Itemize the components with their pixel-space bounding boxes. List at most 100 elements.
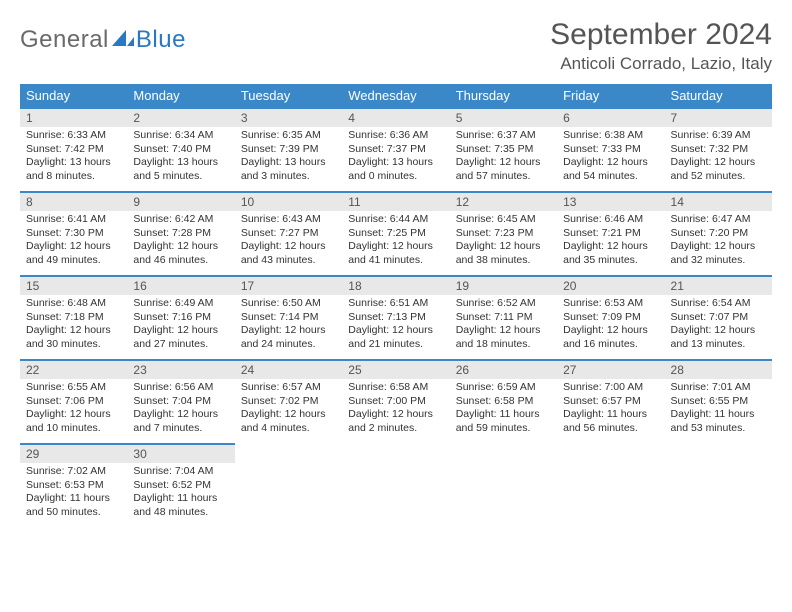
sunrise-line: Sunrise: 6:35 AM <box>241 129 336 143</box>
day-details: Sunrise: 6:55 AMSunset: 7:06 PMDaylight:… <box>20 379 127 440</box>
weekday-header-row: Sunday Monday Tuesday Wednesday Thursday… <box>20 84 772 107</box>
day-number: 23 <box>127 359 234 379</box>
logo-text-blue: Blue <box>136 26 186 54</box>
daylight-line: Daylight: 12 hours and 57 minutes. <box>456 156 551 183</box>
sunset-line: Sunset: 7:13 PM <box>348 311 443 325</box>
sunset-line: Sunset: 7:16 PM <box>133 311 228 325</box>
day-number: 12 <box>450 191 557 211</box>
calendar-day-cell: 12Sunrise: 6:45 AMSunset: 7:23 PMDayligh… <box>450 191 557 275</box>
sunrise-line: Sunrise: 6:52 AM <box>456 297 551 311</box>
day-number: 26 <box>450 359 557 379</box>
weekday-header: Friday <box>557 84 664 107</box>
logo-sail-icon <box>112 28 134 53</box>
sunrise-line: Sunrise: 6:55 AM <box>26 381 121 395</box>
daylight-line: Daylight: 13 hours and 8 minutes. <box>26 156 121 183</box>
calendar-day-cell: 17Sunrise: 6:50 AMSunset: 7:14 PMDayligh… <box>235 275 342 359</box>
sunrise-line: Sunrise: 7:01 AM <box>671 381 766 395</box>
sunset-line: Sunset: 7:04 PM <box>133 395 228 409</box>
daylight-line: Daylight: 12 hours and 43 minutes. <box>241 240 336 267</box>
calendar-day-cell: 14Sunrise: 6:47 AMSunset: 7:20 PMDayligh… <box>665 191 772 275</box>
day-details: Sunrise: 6:36 AMSunset: 7:37 PMDaylight:… <box>342 127 449 188</box>
calendar-day-cell: 18Sunrise: 6:51 AMSunset: 7:13 PMDayligh… <box>342 275 449 359</box>
weekday-header: Saturday <box>665 84 772 107</box>
calendar-day-cell: 9Sunrise: 6:42 AMSunset: 7:28 PMDaylight… <box>127 191 234 275</box>
daylight-line: Daylight: 11 hours and 56 minutes. <box>563 408 658 435</box>
sunset-line: Sunset: 7:14 PM <box>241 311 336 325</box>
month-title: September 2024 <box>550 18 772 52</box>
day-number: 16 <box>127 275 234 295</box>
day-details: Sunrise: 6:56 AMSunset: 7:04 PMDaylight:… <box>127 379 234 440</box>
day-details: Sunrise: 6:51 AMSunset: 7:13 PMDaylight:… <box>342 295 449 356</box>
day-details: Sunrise: 6:50 AMSunset: 7:14 PMDaylight:… <box>235 295 342 356</box>
sunset-line: Sunset: 7:25 PM <box>348 227 443 241</box>
daylight-line: Daylight: 12 hours and 38 minutes. <box>456 240 551 267</box>
day-number: 24 <box>235 359 342 379</box>
day-details: Sunrise: 6:34 AMSunset: 7:40 PMDaylight:… <box>127 127 234 188</box>
day-number: 18 <box>342 275 449 295</box>
day-details: Sunrise: 6:48 AMSunset: 7:18 PMDaylight:… <box>20 295 127 356</box>
day-details: Sunrise: 6:53 AMSunset: 7:09 PMDaylight:… <box>557 295 664 356</box>
weekday-header: Thursday <box>450 84 557 107</box>
sunrise-line: Sunrise: 6:39 AM <box>671 129 766 143</box>
day-number: 29 <box>20 443 127 463</box>
sunrise-line: Sunrise: 7:04 AM <box>133 465 228 479</box>
calendar-day-cell <box>450 443 557 527</box>
day-number: 30 <box>127 443 234 463</box>
calendar-day-cell: 4Sunrise: 6:36 AMSunset: 7:37 PMDaylight… <box>342 107 449 191</box>
calendar-day-cell: 11Sunrise: 6:44 AMSunset: 7:25 PMDayligh… <box>342 191 449 275</box>
weekday-header: Sunday <box>20 84 127 107</box>
sunset-line: Sunset: 7:39 PM <box>241 143 336 157</box>
day-details: Sunrise: 6:45 AMSunset: 7:23 PMDaylight:… <box>450 211 557 272</box>
daylight-line: Daylight: 12 hours and 4 minutes. <box>241 408 336 435</box>
logo: General Blue <box>20 26 186 54</box>
day-details: Sunrise: 6:37 AMSunset: 7:35 PMDaylight:… <box>450 127 557 188</box>
day-details: Sunrise: 7:02 AMSunset: 6:53 PMDaylight:… <box>20 463 127 524</box>
calendar-week-row: 15Sunrise: 6:48 AMSunset: 7:18 PMDayligh… <box>20 275 772 359</box>
calendar-day-cell: 7Sunrise: 6:39 AMSunset: 7:32 PMDaylight… <box>665 107 772 191</box>
sunset-line: Sunset: 7:09 PM <box>563 311 658 325</box>
calendar-day-cell: 16Sunrise: 6:49 AMSunset: 7:16 PMDayligh… <box>127 275 234 359</box>
calendar-day-cell: 22Sunrise: 6:55 AMSunset: 7:06 PMDayligh… <box>20 359 127 443</box>
day-details: Sunrise: 7:04 AMSunset: 6:52 PMDaylight:… <box>127 463 234 524</box>
sunset-line: Sunset: 7:33 PM <box>563 143 658 157</box>
daylight-line: Daylight: 12 hours and 35 minutes. <box>563 240 658 267</box>
daylight-line: Daylight: 12 hours and 52 minutes. <box>671 156 766 183</box>
sunset-line: Sunset: 7:02 PM <box>241 395 336 409</box>
title-block: September 2024 Anticoli Corrado, Lazio, … <box>550 18 772 74</box>
sunrise-line: Sunrise: 6:36 AM <box>348 129 443 143</box>
sunset-line: Sunset: 7:18 PM <box>26 311 121 325</box>
sunset-line: Sunset: 7:35 PM <box>456 143 551 157</box>
sunset-line: Sunset: 6:53 PM <box>26 479 121 493</box>
calendar-day-cell: 27Sunrise: 7:00 AMSunset: 6:57 PMDayligh… <box>557 359 664 443</box>
day-number: 22 <box>20 359 127 379</box>
daylight-line: Daylight: 12 hours and 49 minutes. <box>26 240 121 267</box>
daylight-line: Daylight: 12 hours and 7 minutes. <box>133 408 228 435</box>
daylight-line: Daylight: 11 hours and 50 minutes. <box>26 492 121 519</box>
sunrise-line: Sunrise: 6:49 AM <box>133 297 228 311</box>
daylight-line: Daylight: 12 hours and 24 minutes. <box>241 324 336 351</box>
sunrise-line: Sunrise: 6:54 AM <box>671 297 766 311</box>
daylight-line: Daylight: 12 hours and 21 minutes. <box>348 324 443 351</box>
weekday-header: Wednesday <box>342 84 449 107</box>
logo-text-general: General <box>20 26 109 54</box>
sunset-line: Sunset: 7:37 PM <box>348 143 443 157</box>
sunset-line: Sunset: 7:21 PM <box>563 227 658 241</box>
sunset-line: Sunset: 7:20 PM <box>671 227 766 241</box>
day-details: Sunrise: 6:41 AMSunset: 7:30 PMDaylight:… <box>20 211 127 272</box>
sunrise-line: Sunrise: 6:59 AM <box>456 381 551 395</box>
sunrise-line: Sunrise: 6:41 AM <box>26 213 121 227</box>
daylight-line: Daylight: 12 hours and 18 minutes. <box>456 324 551 351</box>
sunrise-line: Sunrise: 6:45 AM <box>456 213 551 227</box>
day-number: 10 <box>235 191 342 211</box>
day-number: 21 <box>665 275 772 295</box>
sunrise-line: Sunrise: 6:48 AM <box>26 297 121 311</box>
day-details: Sunrise: 6:49 AMSunset: 7:16 PMDaylight:… <box>127 295 234 356</box>
daylight-line: Daylight: 12 hours and 54 minutes. <box>563 156 658 183</box>
calendar-table: Sunday Monday Tuesday Wednesday Thursday… <box>20 84 772 527</box>
day-details: Sunrise: 6:35 AMSunset: 7:39 PMDaylight:… <box>235 127 342 188</box>
calendar-day-cell: 5Sunrise: 6:37 AMSunset: 7:35 PMDaylight… <box>450 107 557 191</box>
sunrise-line: Sunrise: 6:34 AM <box>133 129 228 143</box>
sunset-line: Sunset: 7:23 PM <box>456 227 551 241</box>
day-details: Sunrise: 6:54 AMSunset: 7:07 PMDaylight:… <box>665 295 772 356</box>
day-details: Sunrise: 6:46 AMSunset: 7:21 PMDaylight:… <box>557 211 664 272</box>
